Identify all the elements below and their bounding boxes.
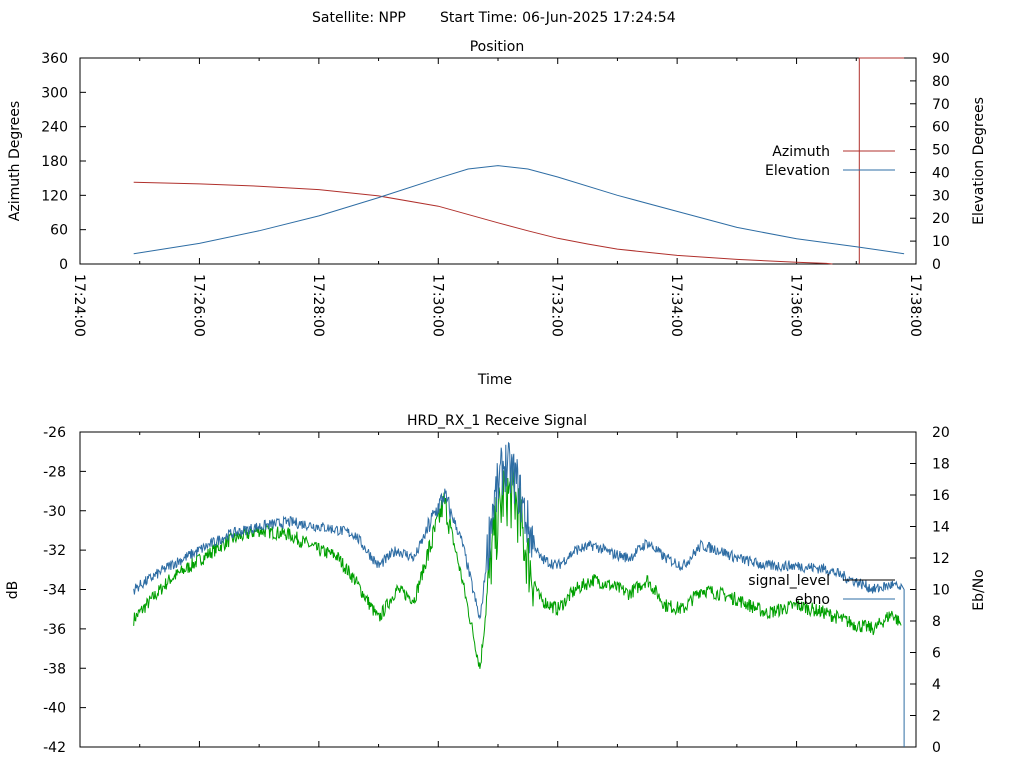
chart2-ytick-label: -42 (43, 740, 66, 756)
chart1-y2tick-label: 90 (932, 51, 950, 67)
chart1-y2label: Elevation Degrees (971, 97, 987, 225)
chart2-y2tick-label: 10 (932, 583, 950, 599)
chart1-xtick-label: 17:28:00 (310, 274, 326, 337)
chart1-xtick-label: 17:38:00 (907, 274, 923, 337)
series-azimuth-wrap-line (858, 57, 905, 264)
chart1-y2tick-label: 10 (932, 234, 950, 250)
series-green-trace-line (133, 461, 902, 669)
chart2-y2tick-label: 16 (932, 488, 950, 504)
chart1-xtick-label: 17:30:00 (429, 274, 445, 337)
chart2-ytick-label: -32 (43, 543, 66, 559)
series-azimuth-line (133, 181, 833, 265)
chart1-ytick-label: 120 (41, 188, 68, 204)
chart2-ylabel: dB (5, 581, 21, 600)
chart1-y2tick-label: 60 (932, 120, 950, 136)
chart1-ytick-label: 360 (41, 51, 68, 67)
chart2-ytick-label: -30 (43, 504, 66, 520)
chart2-y2tick-label: 18 (932, 457, 950, 473)
chart2-y2tick-label: 0 (932, 740, 941, 756)
legend-signal-level-label: signal_level (748, 573, 830, 589)
chart1-y2tick-label: 20 (932, 211, 950, 227)
chart1-frame (79, 57, 917, 265)
chart1-y2tick-label: 0 (932, 257, 941, 273)
legend-ebno-label: ebno (795, 592, 830, 608)
chart1-ytick-label: 0 (59, 257, 68, 273)
chart1-y2tick-label: 80 (932, 74, 950, 90)
header-start-time: Start Time: 06-Jun-2025 17:24:54 (440, 10, 676, 26)
chart1-ylabel: Azimuth Degrees (7, 101, 23, 221)
chart2-ytick-label: -36 (43, 622, 66, 638)
chart2-ytick-label: -26 (43, 425, 66, 441)
chart2-ytick-label: -40 (43, 701, 66, 717)
legend-elevation-label: Elevation (765, 163, 830, 179)
chart2-y2tick-label: 20 (932, 425, 950, 441)
chart1-ytick-label: 240 (41, 120, 68, 136)
chart2-y2tick-label: 12 (932, 551, 950, 567)
chart2-title: HRD_RX_1 Receive Signal (407, 413, 587, 429)
chart2-ytick-label: -28 (43, 464, 66, 480)
series-ebno-line (133, 441, 905, 747)
chart1-ytick-label: 60 (50, 223, 68, 239)
chart1-y2tick-label: 70 (932, 97, 950, 113)
chart1-xtick-label: 17:36:00 (788, 274, 804, 337)
chart1-y2tick-label: 50 (932, 143, 950, 159)
series-elevation-line (133, 165, 905, 255)
chart1-xtick-label: 17:34:00 (668, 274, 684, 337)
chart2-y2tick-label: 14 (932, 520, 950, 536)
chart1-ytick-label: 300 (41, 85, 68, 101)
chart2-y2label: Eb/No (971, 569, 987, 611)
chart1-xtick-label: 17:24:00 (71, 274, 87, 337)
chart1-xtick-label: 17:32:00 (549, 274, 565, 337)
chart2-y2tick-label: 2 (932, 709, 941, 725)
chart1-xlabel: Time (477, 372, 512, 388)
chart2-ytick-label: -38 (43, 661, 66, 677)
chart1-ytick-label: 180 (41, 154, 68, 170)
chart2-y2tick-label: 8 (932, 614, 941, 630)
chart1-y2tick-label: 40 (932, 165, 950, 181)
chart2-ytick-label: -34 (43, 583, 66, 599)
chart1-title: Position (470, 39, 525, 55)
chart1-xtick-label: 17:26:00 (190, 274, 206, 337)
chart1-y2tick-label: 30 (932, 188, 950, 204)
chart2-y2tick-label: 4 (932, 677, 941, 693)
chart2-y2tick-label: 6 (932, 646, 941, 662)
header-satellite: Satellite: NPP (312, 10, 406, 26)
legend-azimuth-label: Azimuth (772, 144, 830, 160)
